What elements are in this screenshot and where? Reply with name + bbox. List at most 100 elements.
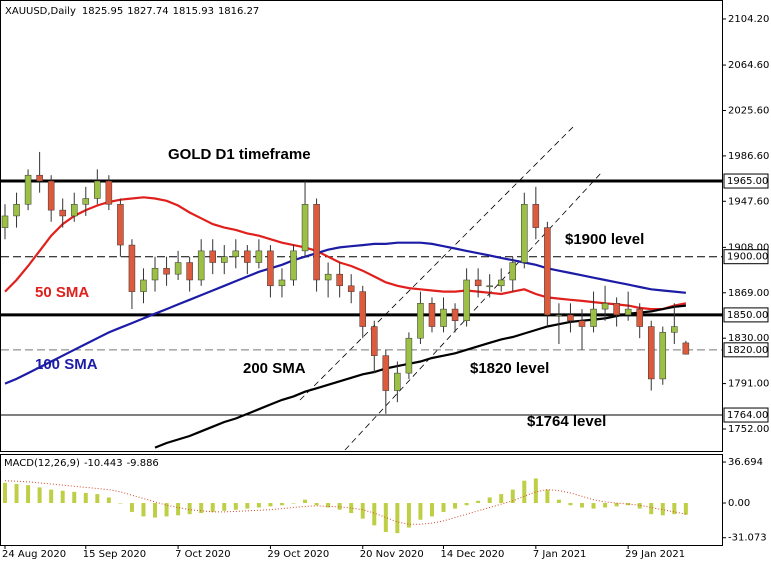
- macd-bar: [129, 503, 134, 512]
- candle-body: [624, 308, 632, 316]
- candle-body: [497, 279, 505, 287]
- candle-body: [405, 337, 413, 374]
- macd-bar: [349, 503, 354, 514]
- candle-body: [290, 250, 297, 281]
- candle-body: [36, 174, 43, 182]
- y-tick-label: 0.00: [728, 498, 750, 509]
- candle-body: [532, 204, 540, 228]
- macd-bar: [210, 503, 215, 512]
- x-tick-label: 29 Oct 2020: [267, 549, 329, 560]
- candle-body: [174, 262, 182, 275]
- candle-body: [440, 308, 447, 327]
- macd-bar: [545, 489, 550, 504]
- macd-bar: [383, 503, 388, 533]
- candle-body: [244, 250, 251, 263]
- candle-body: [382, 355, 390, 391]
- macd-bar: [187, 503, 192, 515]
- candle-body: [636, 308, 643, 327]
- macd-bar: [360, 503, 365, 519]
- low-value: 1815.93: [173, 6, 214, 17]
- candle-body: [671, 326, 678, 333]
- macd-value: -10.443: [84, 458, 123, 469]
- candle-body: [578, 320, 586, 327]
- candle-body: [555, 314, 563, 317]
- macd-bar: [106, 497, 111, 504]
- candle-body: [47, 180, 55, 211]
- moving-average: [154, 304, 687, 449]
- level-label-box: [723, 173, 769, 189]
- macd-bar: [37, 487, 42, 504]
- y-tick-label: 1752.00: [728, 424, 769, 435]
- close-value: 1816.27: [218, 6, 259, 17]
- macd-bar: [291, 503, 296, 504]
- macd-name: MACD(12,26,9): [4, 458, 80, 469]
- macd-bar: [395, 503, 400, 534]
- candle-body: [347, 285, 355, 292]
- macd-bar: [141, 503, 146, 517]
- price-panel: [0, 0, 723, 452]
- macd-bar: [626, 503, 631, 506]
- macd-bar: [256, 503, 261, 508]
- macd-bar: [660, 503, 665, 516]
- symbol: XAUUSD,Daily: [5, 6, 76, 17]
- candle-body: [128, 244, 136, 292]
- macd-bar: [245, 503, 250, 509]
- level-label: 1820.00: [727, 345, 768, 356]
- macd-bar: [476, 500, 481, 504]
- macd-bar: [637, 503, 642, 509]
- candle-body: [451, 308, 459, 321]
- macd-bar: [499, 494, 504, 504]
- macd-bar: [60, 490, 65, 504]
- candle-body: [209, 250, 216, 263]
- candle-body: [70, 204, 78, 217]
- candle-body: [1, 215, 9, 228]
- y-tick-label: 1869.00: [728, 288, 769, 299]
- series-label: 100 SMA: [35, 356, 98, 373]
- candle-body: [197, 250, 205, 281]
- macd-bar: [279, 503, 284, 506]
- level-label-box: [723, 307, 769, 323]
- candle-body: [13, 204, 20, 217]
- macd-bar: [326, 503, 331, 508]
- macd-bar: [14, 484, 19, 504]
- moving-average: [4, 241, 687, 385]
- candle-body: [301, 204, 309, 252]
- macd-bar: [441, 503, 446, 512]
- candle-body: [601, 303, 609, 310]
- level-label-box: [723, 342, 769, 358]
- candle-body: [117, 204, 124, 246]
- macd-bar: [164, 503, 169, 517]
- moving-average: [4, 196, 687, 311]
- x-tick-label: 29 Jan 2021: [625, 549, 685, 560]
- x-tick-label: 14 Dec 2020: [441, 549, 505, 560]
- y-tick-label: 36.694: [728, 457, 763, 468]
- macd-bar: [556, 499, 561, 504]
- candle-body: [659, 332, 667, 380]
- macd-bar: [83, 492, 88, 504]
- candle-body: [567, 314, 574, 321]
- macd-bar: [337, 503, 342, 510]
- candle-body: [371, 326, 378, 356]
- candle-body: [682, 342, 690, 355]
- candle-body: [521, 204, 528, 263]
- macd-bar: [233, 503, 238, 510]
- macd-bar: [153, 503, 158, 518]
- macd-bar: [118, 503, 123, 504]
- macd-bar: [649, 503, 654, 515]
- candle-body: [544, 227, 551, 316]
- macd-bar: [26, 485, 31, 504]
- channel-line: [344, 171, 603, 451]
- chart-header: XAUUSD,Daily 1825.95 1827.74 1815.93 1816.27: [5, 6, 259, 17]
- candle-body: [647, 326, 655, 380]
- channel-line: [299, 124, 576, 401]
- series-label: 200 SMA: [243, 360, 306, 377]
- y-tick-label: 1830.00: [728, 333, 769, 344]
- macd-bar: [372, 503, 377, 526]
- macd-bar: [683, 503, 688, 515]
- macd-bar: [672, 503, 677, 515]
- candle-body: [278, 279, 286, 287]
- candle-body: [463, 279, 470, 321]
- candle-body: [417, 303, 424, 339]
- macd-bar: [533, 478, 538, 504]
- macd-bar: [580, 503, 584, 508]
